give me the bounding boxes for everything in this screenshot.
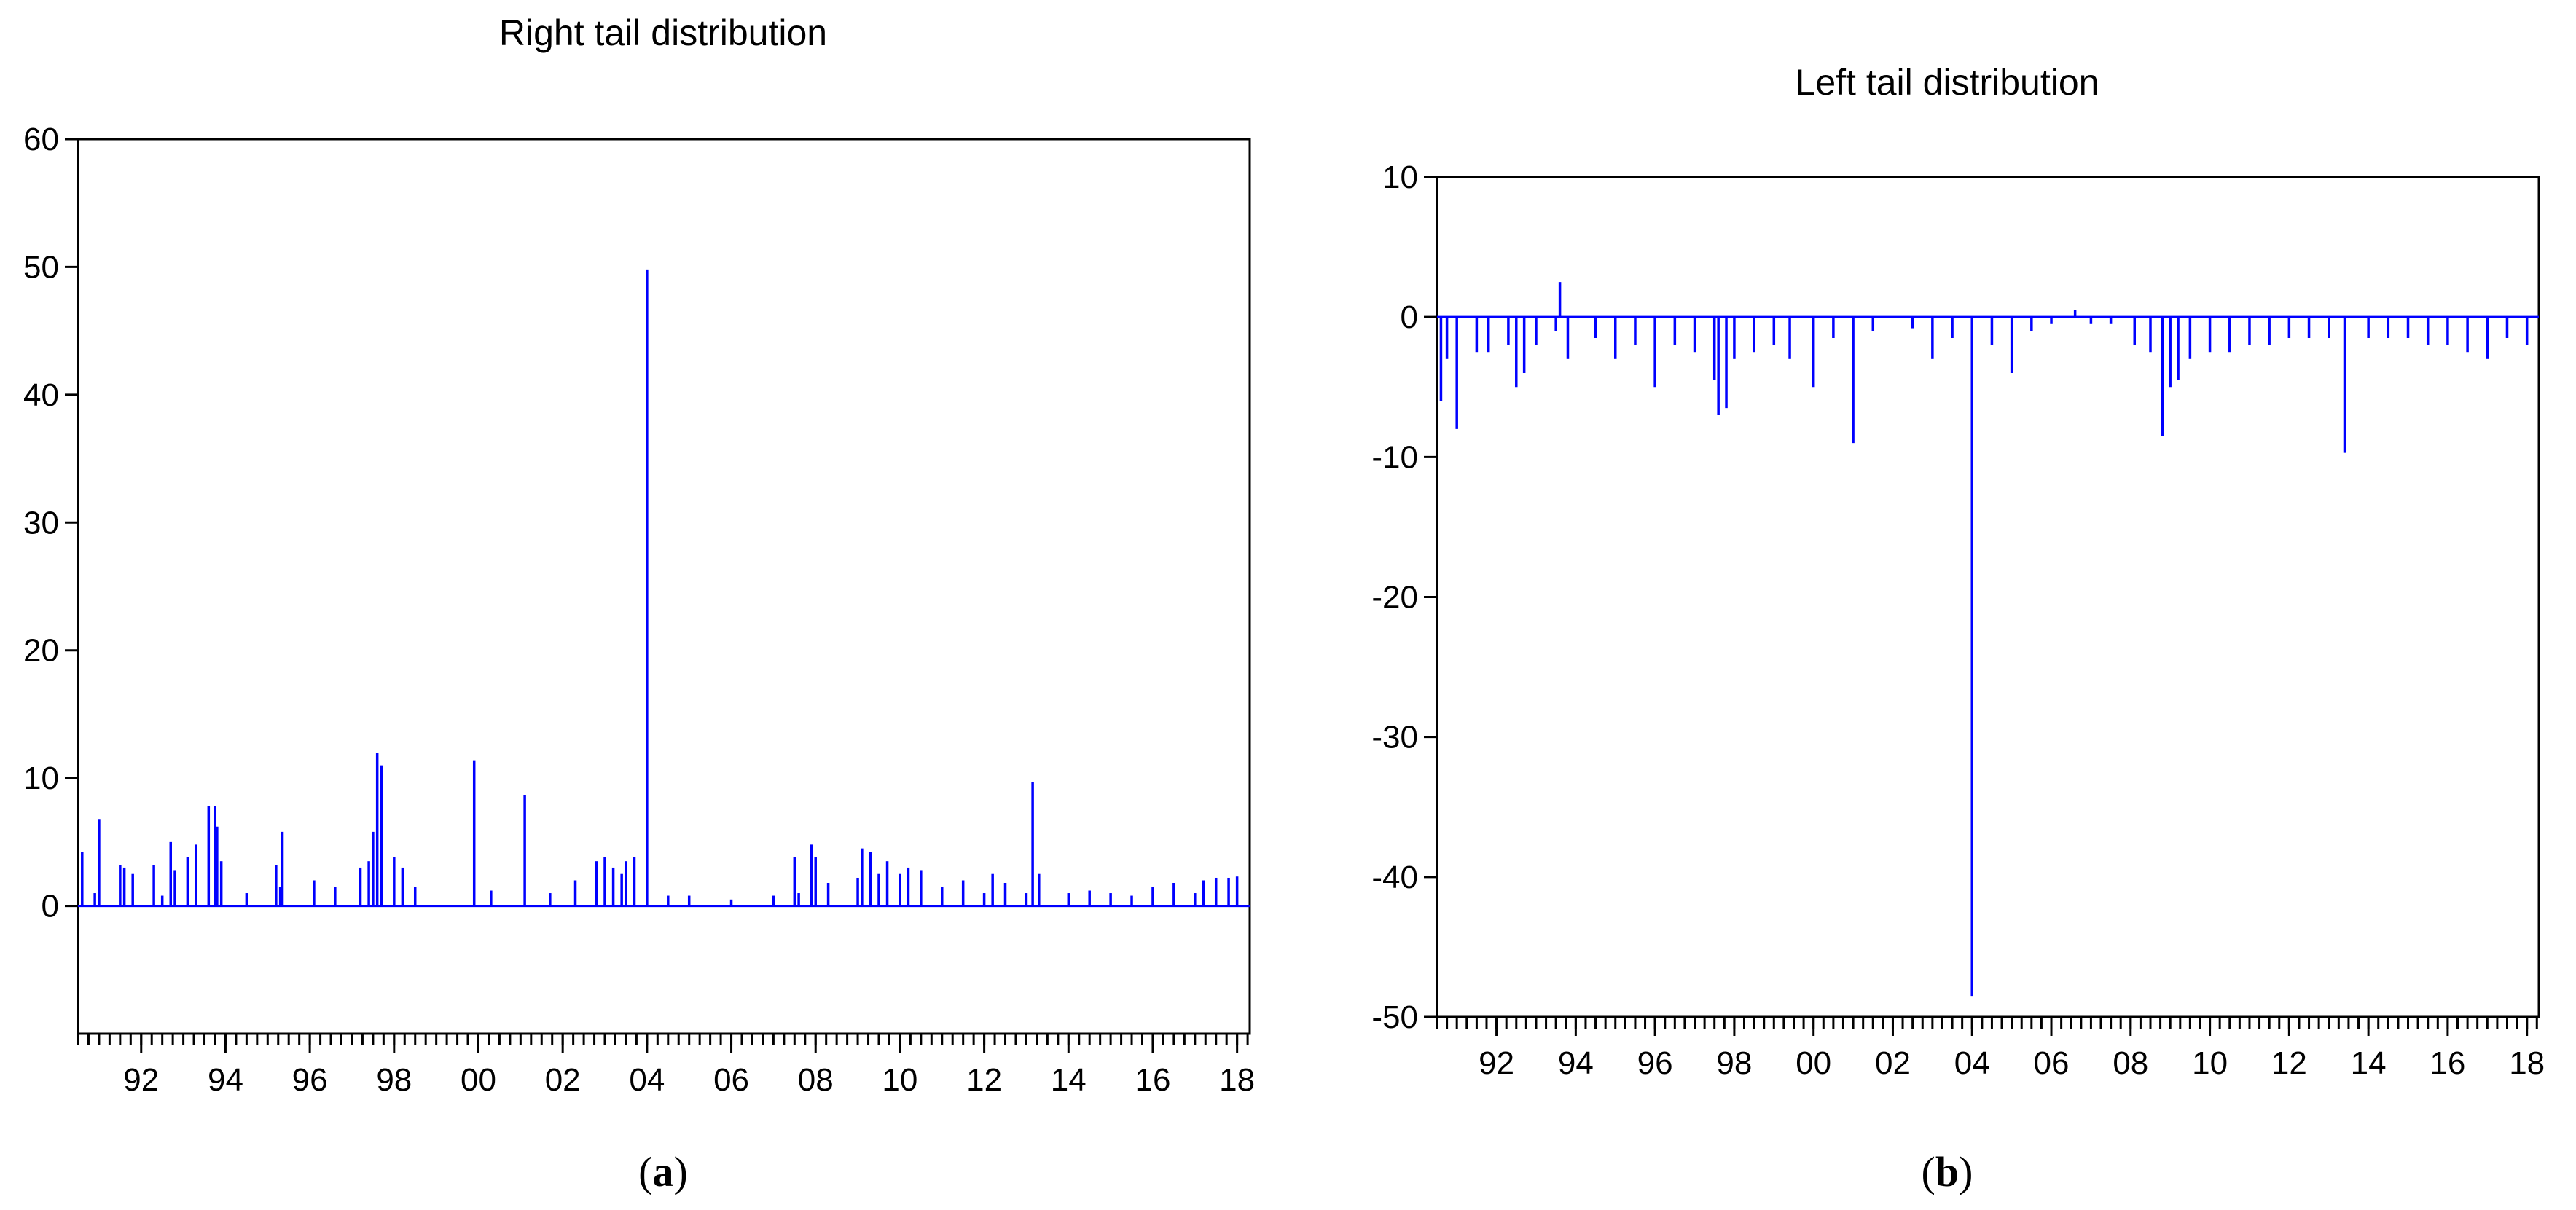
x-tick-label: 18	[1219, 1062, 1255, 1098]
x-tick-label: 10	[882, 1062, 917, 1098]
right-tail-x-axis: 92 94 96 98 00 02 04 06 08 10 12 14 16 18	[77, 1034, 1255, 1098]
y-tick-label: 0	[1401, 299, 1418, 335]
x-tick-label: 96	[1637, 1045, 1673, 1081]
x-tick-label: 04	[1954, 1045, 1990, 1081]
panel-a-caption: (a)	[638, 1148, 688, 1195]
y-tick-label: 60	[23, 122, 59, 157]
y-tick-label: 20	[23, 633, 59, 669]
y-tick-label: 10	[1382, 160, 1418, 195]
x-tick-label: 18	[2509, 1045, 2545, 1081]
y-tick-label: -30	[1371, 720, 1418, 755]
x-tick-label: 08	[798, 1062, 834, 1098]
y-tick-label: 50	[23, 249, 59, 285]
x-tick-label: 98	[1716, 1045, 1752, 1081]
x-tick-label: 04	[629, 1062, 665, 1098]
x-tick-label: 12	[966, 1062, 1002, 1098]
right-tail-series	[81, 269, 1239, 906]
x-tick-label: 02	[1875, 1045, 1911, 1081]
panel-b-caption-letter: b	[1935, 1148, 1959, 1195]
y-tick-label: 40	[23, 377, 59, 413]
x-tick-label: 02	[545, 1062, 581, 1098]
x-tick-label: 14	[1051, 1062, 1087, 1098]
x-tick-label: 94	[208, 1062, 243, 1098]
left-tail-series	[1439, 282, 2529, 997]
y-tick-label: -40	[1371, 860, 1418, 895]
y-tick-label: 10	[23, 761, 59, 796]
y-tick-label: -50	[1371, 999, 1418, 1035]
x-tick-label: 98	[376, 1062, 412, 1098]
x-tick-label: 00	[1796, 1045, 1831, 1081]
x-tick-label: 08	[2113, 1045, 2148, 1081]
x-tick-label: 94	[1558, 1045, 1594, 1081]
left-tail-chart-title: Left tail distribution	[1796, 62, 2099, 103]
left-tail-plot-frame	[1436, 176, 2540, 1018]
x-tick-label: 16	[1135, 1062, 1170, 1098]
x-tick-label: 92	[1479, 1045, 1514, 1081]
right-tail-chart-panel: Right tail distribution 0 10 20 30 40 50 60 92…	[23, 12, 1255, 1195]
right-tail-y-axis: 0 10 20 30 40 50 60	[23, 122, 78, 924]
right-tail-chart-title: Right tail distribution	[499, 12, 827, 53]
panel-a-caption-letter: a	[653, 1148, 674, 1195]
y-tick-label: 0	[42, 889, 59, 924]
x-tick-label: 14	[2351, 1045, 2387, 1081]
y-tick-label: 30	[23, 505, 59, 541]
x-tick-label: 00	[461, 1062, 496, 1098]
y-tick-label: -20	[1371, 580, 1418, 616]
x-tick-label: 06	[713, 1062, 749, 1098]
x-tick-label: 10	[2192, 1045, 2228, 1081]
panel-b-caption: (b)	[1922, 1148, 1973, 1195]
left-tail-x-axis: 92 94 96 98 00 02 04 06 08 10 12 14 16 18	[1436, 1017, 2545, 1081]
x-tick-label: 12	[2271, 1045, 2307, 1081]
left-tail-y-axis: -50 -40 -30 -20 -10 0 10	[1371, 160, 1437, 1035]
right-tail-plot-frame	[77, 138, 1251, 1035]
x-tick-label: 06	[2034, 1045, 2070, 1081]
x-tick-label: 96	[292, 1062, 328, 1098]
y-tick-label: -10	[1371, 439, 1418, 475]
x-tick-label: 16	[2430, 1045, 2465, 1081]
left-tail-chart-panel: Left tail distribution -50 -40 -30 -20 -10 0 1…	[1371, 62, 2545, 1195]
x-tick-label: 92	[123, 1062, 159, 1098]
